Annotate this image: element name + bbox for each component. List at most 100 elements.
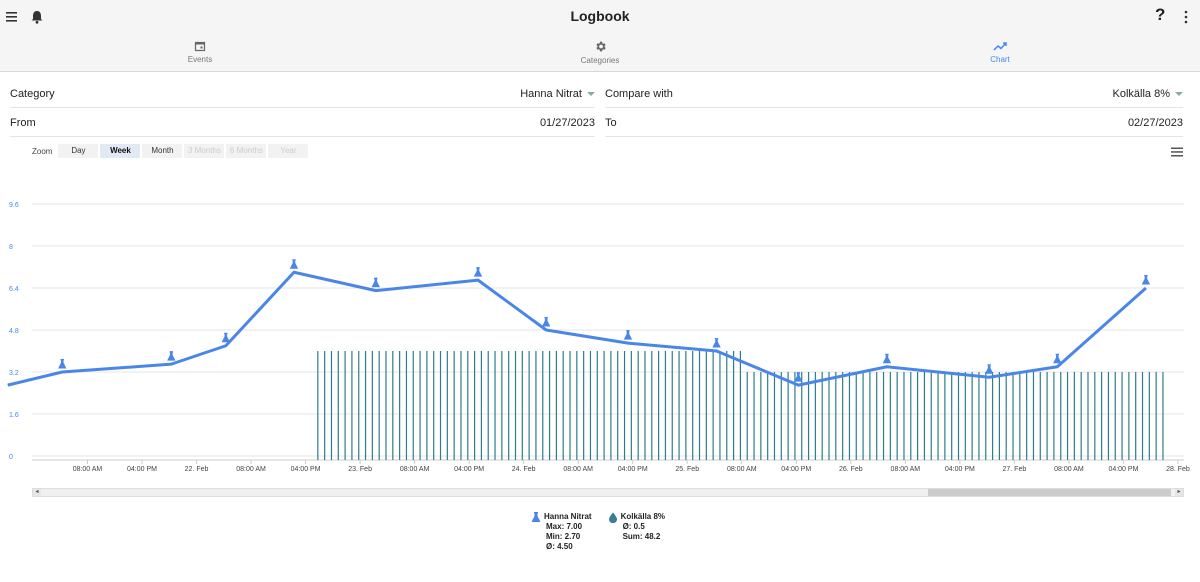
app-bar: Logbook ? Events Categories Chart bbox=[0, 0, 1200, 72]
scroll-left-arrow[interactable]: ◂ bbox=[33, 489, 41, 496]
zoom-label: Zoom bbox=[32, 146, 53, 156]
to-label: To bbox=[605, 116, 617, 129]
gear-icon bbox=[595, 41, 606, 52]
y-tick-label: 3.2 bbox=[9, 370, 19, 377]
x-tick-label: 04:00 PM bbox=[618, 466, 648, 473]
flask-marker[interactable] bbox=[167, 351, 176, 361]
compare-label: Compare with bbox=[605, 87, 673, 100]
x-tick-label: 27. Feb bbox=[1003, 466, 1027, 473]
compare-select[interactable]: Kolkälla 8% bbox=[1113, 88, 1183, 100]
flask-marker[interactable] bbox=[473, 267, 483, 277]
x-tick-label: 04:00 PM bbox=[781, 466, 811, 473]
flask-icon bbox=[531, 512, 541, 522]
tab-events[interactable]: Events bbox=[0, 36, 400, 70]
tab-categories[interactable]: Categories bbox=[400, 36, 800, 70]
x-tick-label: 08:00 AM bbox=[236, 466, 266, 473]
x-tick-label: 22. Feb bbox=[185, 466, 209, 473]
tab-bar: Events Categories Chart bbox=[0, 36, 1200, 70]
y-tick-label: 8 bbox=[9, 244, 13, 251]
x-tick-label: 28. Feb bbox=[1166, 466, 1190, 473]
from-date-field[interactable]: 01/27/2023 bbox=[539, 116, 595, 129]
zoom-bar: Zoom Day Week Month 3 Months 6 Months Ye… bbox=[32, 144, 310, 158]
x-tick-label: 08:00 AM bbox=[400, 466, 430, 473]
zoom-year-button: Year bbox=[268, 144, 309, 158]
x-tick-label: 26. Feb bbox=[839, 466, 863, 473]
y-tick-label: 1.6 bbox=[9, 412, 19, 419]
calendar-icon bbox=[194, 41, 206, 52]
tab-events-label: Events bbox=[187, 55, 213, 64]
flask-marker[interactable] bbox=[623, 330, 633, 340]
legend-name: Kolkälla 8% bbox=[620, 512, 666, 521]
chart-plot[interactable]: 0 1.6 3.2 4.8 6.4 8 9.6 08:00 AM 04:00 PM 22. Feb… bbox=[0, 160, 1200, 480]
chart-scrollbar[interactable]: ◂ ▸ bbox=[32, 488, 1184, 497]
flask-marker[interactable] bbox=[221, 332, 231, 343]
bell-icon[interactable] bbox=[28, 8, 46, 26]
from-row[interactable]: From 01/27/2023 bbox=[10, 109, 595, 137]
flask-marker[interactable] bbox=[289, 259, 299, 269]
zoom-month-button[interactable]: Month bbox=[142, 144, 183, 158]
scroll-right-arrow[interactable]: ▸ bbox=[1175, 489, 1183, 496]
legend-item-hanna-nitrat[interactable]: Hanna Nitrat Max: 7.00 Min: 2.70 Ø: 4.50 bbox=[531, 512, 592, 552]
tab-chart[interactable]: Chart bbox=[800, 36, 1200, 70]
zoom-3months-button: 3 Months bbox=[184, 144, 225, 158]
chart-legend: Hanna Nitrat Max: 7.00 Min: 2.70 Ø: 4.50… bbox=[531, 512, 681, 552]
legend-min: Min: 2.70 bbox=[546, 532, 581, 541]
legend-max: Max: 7.00 bbox=[546, 522, 583, 531]
chevron-down-icon bbox=[1175, 91, 1183, 96]
y-tick-label: 9.6 bbox=[9, 202, 19, 209]
category-select[interactable]: Hanna Nitrat bbox=[520, 88, 595, 100]
x-tick-label: 25. Feb bbox=[675, 466, 699, 473]
flask-marker[interactable] bbox=[541, 317, 551, 327]
menu-icon[interactable] bbox=[5, 8, 23, 26]
chart-menu-icon[interactable] bbox=[1171, 147, 1183, 157]
x-tick-label: 04:00 PM bbox=[1108, 466, 1138, 473]
to-date-field[interactable]: 02/27/2023 bbox=[1127, 116, 1183, 129]
flask-marker[interactable] bbox=[371, 277, 380, 288]
compare-value: Kolkälla 8% bbox=[1112, 87, 1170, 100]
flask-marker[interactable] bbox=[58, 359, 67, 369]
x-tick-label: 24. Feb bbox=[512, 466, 536, 473]
tab-categories-label: Categories bbox=[580, 56, 620, 65]
x-tick-label: 04:00 PM bbox=[454, 466, 484, 473]
app-title: Logbook bbox=[570, 8, 630, 24]
tab-chart-label: Chart bbox=[990, 55, 1010, 64]
zoom-week-button[interactable]: Week bbox=[100, 144, 141, 158]
x-tick-label: 08:00 AM bbox=[73, 466, 103, 473]
x-tick-label: 08:00 AM bbox=[1054, 466, 1084, 473]
category-label: Category bbox=[10, 87, 55, 100]
category-row[interactable]: Category Hanna Nitrat bbox=[10, 80, 595, 108]
x-tick-label: 08:00 AM bbox=[563, 466, 593, 473]
flask-marker[interactable] bbox=[1141, 275, 1151, 285]
x-tick-label: 04:00 PM bbox=[945, 466, 975, 473]
zoom-day-button[interactable]: Day bbox=[58, 144, 99, 158]
flask-marker[interactable] bbox=[984, 364, 994, 374]
y-tick-label: 6.4 bbox=[9, 286, 19, 293]
y-tick-label: 4.8 bbox=[9, 328, 19, 335]
to-row[interactable]: To 02/27/2023 bbox=[605, 109, 1183, 137]
flask-marker[interactable] bbox=[882, 353, 892, 364]
from-label: From bbox=[10, 116, 36, 129]
zoom-6months-button: 6 Months bbox=[226, 144, 267, 158]
x-tick-label: 08:00 AM bbox=[891, 466, 921, 473]
chevron-down-icon bbox=[587, 91, 595, 96]
drop-icon bbox=[608, 512, 617, 523]
flask-marker[interactable] bbox=[1053, 353, 1062, 364]
category-value: Hanna Nitrat bbox=[520, 87, 582, 100]
trending-up-icon bbox=[993, 42, 1007, 51]
legend-item-kolkalla[interactable]: Kolkälla 8% Ø: 0.5 Sum: 48.2 bbox=[608, 512, 665, 552]
y-tick-label: 0 bbox=[9, 454, 13, 461]
compare-row[interactable]: Compare with Kolkälla 8% bbox=[605, 80, 1183, 108]
flask-marker[interactable] bbox=[712, 338, 721, 348]
flask-marker[interactable] bbox=[794, 372, 803, 382]
scroll-thumb[interactable] bbox=[928, 489, 1171, 496]
x-tick-label: 04:00 PM bbox=[127, 466, 157, 473]
more-vert-icon[interactable] bbox=[1180, 8, 1198, 26]
x-tick-label: 23. Feb bbox=[348, 466, 372, 473]
legend-avg: Ø: 4.50 bbox=[546, 542, 573, 551]
legend-name: Hanna Nitrat bbox=[544, 512, 592, 521]
series-line-hanna-nitrat bbox=[7, 270, 1147, 387]
help-icon[interactable]: ? bbox=[1155, 5, 1166, 24]
legend-avg: Ø: 0.5 bbox=[622, 522, 645, 531]
x-tick-label: 08:00 AM bbox=[727, 466, 757, 473]
legend-sum: Sum: 48.2 bbox=[622, 532, 661, 541]
